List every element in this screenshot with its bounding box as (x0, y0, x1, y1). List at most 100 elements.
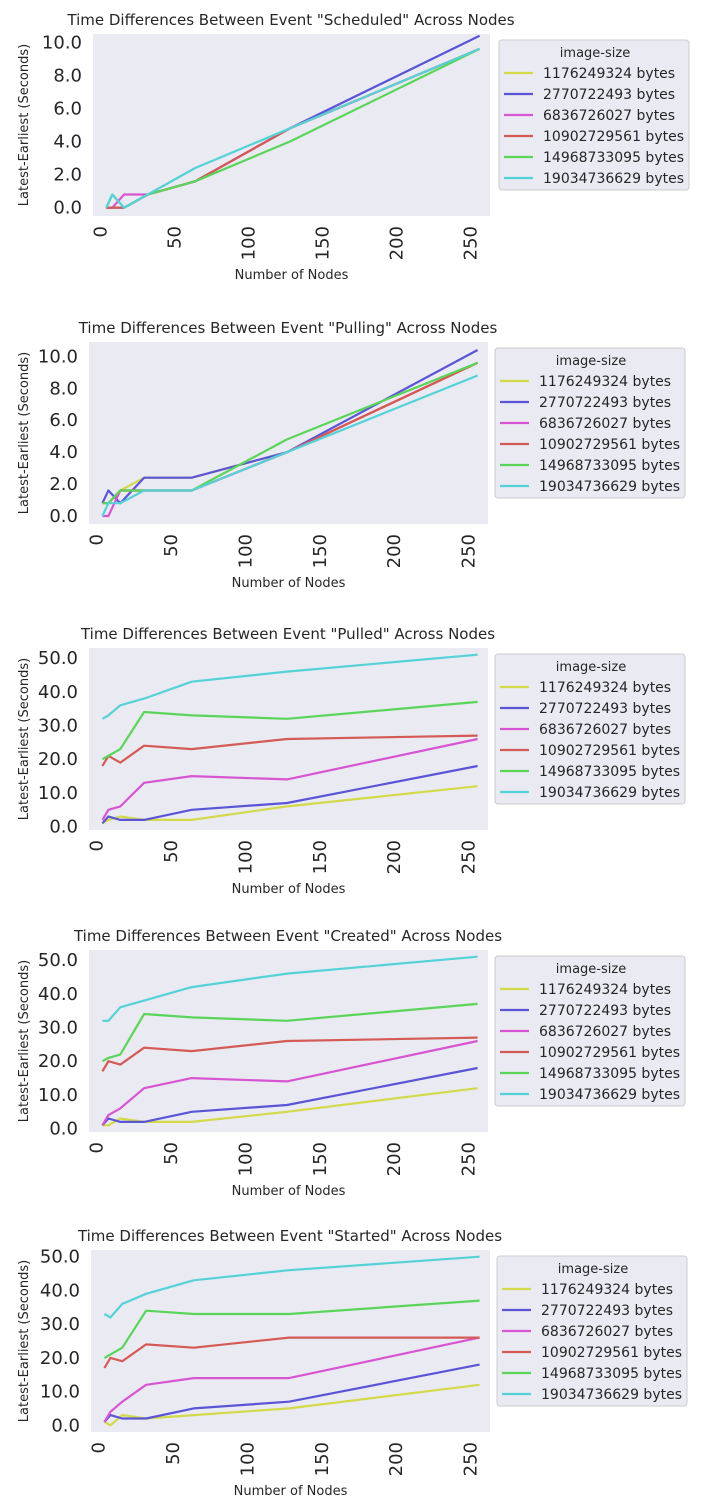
legend-label: 19034736629 bytes (539, 785, 680, 801)
x-tick-label: 250 (459, 840, 480, 874)
legend-title: image-size (556, 962, 626, 977)
x-tick-label: 200 (384, 534, 405, 568)
y-tick-label: 4.0 (53, 132, 82, 153)
legend-label: 14968733095 bytes (539, 458, 680, 474)
x-tick-label: 100 (237, 1442, 258, 1476)
legend: image-size 1176249324 bytes 2770722493 byt… (494, 653, 686, 805)
x-tick-label: 0 (86, 534, 107, 545)
legend-label: 14968733095 bytes (543, 150, 684, 166)
x-tick-label: 150 (310, 1142, 331, 1176)
series-line-2 (103, 1363, 480, 1423)
series-line-5 (103, 1299, 480, 1359)
chart-panel-5: Time Differences Between Event "Started"… (17, 1227, 688, 1499)
series-line-6 (101, 374, 479, 517)
x-tick-label: 0 (90, 226, 111, 237)
legend-label: 10902729561 bytes (543, 129, 684, 145)
y-tick-label: 2.0 (53, 165, 82, 186)
series-line-3 (101, 737, 478, 821)
legend: image-size 1176249324 bytes 2770722493 byt… (496, 1255, 688, 1407)
x-tick-label: 100 (235, 534, 256, 568)
x-tick-label: 200 (387, 226, 408, 260)
series-line-3 (103, 1336, 480, 1423)
x-tick-label: 250 (459, 534, 480, 568)
series-line-4 (101, 1036, 478, 1072)
legend-label: 19034736629 bytes (539, 479, 680, 495)
legend-box (496, 1255, 688, 1407)
y-tick-label: 0.0 (49, 506, 78, 527)
legend: image-size 1176249324 bytes 2770722493 byt… (494, 955, 686, 1107)
x-tick-label: 250 (459, 1142, 480, 1176)
y-tick-label: 50.0 (40, 1247, 80, 1268)
legend-label: 2770722493 bytes (539, 701, 671, 717)
y-tick-label: 20.0 (38, 1051, 78, 1072)
y-axis-label: Latest-Earliest (Seconds) (17, 44, 32, 206)
y-tick-label: 2.0 (49, 474, 78, 495)
series-line-5 (101, 700, 478, 761)
y-tick-label: 20.0 (38, 749, 78, 770)
chart-title: Time Differences Between Event "Created"… (73, 927, 502, 945)
plot-area (91, 1250, 490, 1432)
chart-title: Time Differences Between Event "Pulled" … (80, 625, 495, 643)
series-line-6 (101, 653, 478, 720)
y-tick-label: 8.0 (53, 65, 82, 86)
legend-title: image-size (556, 354, 626, 369)
y-tick-label: 30.0 (38, 716, 78, 737)
y-tick-label: 0.0 (51, 1415, 80, 1436)
legend-label: 2770722493 bytes (541, 1303, 673, 1319)
x-tick-label: 0 (88, 1442, 109, 1453)
x-tick-label: 200 (384, 1142, 405, 1176)
x-tick-label: 200 (386, 1442, 407, 1476)
y-tick-label: 50.0 (38, 648, 78, 669)
legend-label: 10902729561 bytes (539, 437, 680, 453)
legend-label: 6836726027 bytes (543, 108, 675, 124)
legend-label: 2770722493 bytes (539, 1003, 671, 1019)
x-tick-label: 150 (312, 1442, 333, 1476)
legend-label: 14968733095 bytes (541, 1366, 682, 1382)
legend-label: 19034736629 bytes (541, 1387, 682, 1403)
legend-label: 1176249324 bytes (539, 680, 671, 696)
series-line-6 (103, 1255, 480, 1319)
legend-label: 14968733095 bytes (539, 764, 680, 780)
x-tick-label: 0 (86, 840, 107, 851)
legend-label: 6836726027 bytes (541, 1324, 673, 1340)
y-tick-label: 4.0 (49, 442, 78, 463)
y-tick-label: 6.0 (53, 98, 82, 119)
series-line-4 (103, 1336, 480, 1369)
x-tick-label: 150 (310, 840, 331, 874)
y-tick-label: 0.0 (49, 817, 78, 838)
legend-label: 1176249324 bytes (543, 66, 675, 82)
x-tick-label: 0 (86, 1142, 107, 1153)
x-tick-label: 100 (239, 226, 260, 260)
y-tick-label: 6.0 (49, 410, 78, 431)
legend-label: 10902729561 bytes (539, 1045, 680, 1061)
y-tick-label: 40.0 (40, 1280, 80, 1301)
plot-area (93, 34, 490, 216)
y-axis-label: Latest-Earliest (Seconds) (17, 1260, 32, 1422)
legend-title: image-size (556, 660, 626, 675)
series-line-6 (105, 47, 481, 209)
chart-title: Time Differences Between Event "Schedule… (66, 11, 514, 29)
series-line-3 (101, 1039, 478, 1126)
x-tick-label: 50 (161, 840, 182, 863)
y-tick-label: 10.0 (38, 1085, 78, 1106)
x-axis-label: Number of Nodes (235, 268, 349, 283)
y-tick-label: 10.0 (38, 783, 78, 804)
chart-panel-4: Time Differences Between Event "Created"… (17, 927, 686, 1199)
legend-label: 1176249324 bytes (539, 374, 671, 390)
legend-label: 6836726027 bytes (539, 1024, 671, 1040)
legend-label: 14968733095 bytes (539, 1066, 680, 1082)
y-axis-label: Latest-Earliest (Seconds) (17, 960, 32, 1122)
legend-label: 2770722493 bytes (539, 395, 671, 411)
legend-label: 10902729561 bytes (539, 743, 680, 759)
y-axis-label: Latest-Earliest (Seconds) (17, 658, 32, 820)
x-axis-label: Number of Nodes (232, 576, 346, 591)
legend-label: 19034736629 bytes (543, 171, 684, 187)
x-tick-label: 100 (235, 1142, 256, 1176)
legend-label: 1176249324 bytes (541, 1282, 673, 1298)
x-tick-label: 250 (461, 1442, 482, 1476)
chart-panel-1: Time Differences Between Event "Schedule… (17, 11, 690, 283)
series-line-6 (102, 955, 478, 1022)
x-axis-label: Number of Nodes (232, 1184, 346, 1199)
chart-panel-3: Time Differences Between Event "Pulled" … (17, 625, 686, 897)
